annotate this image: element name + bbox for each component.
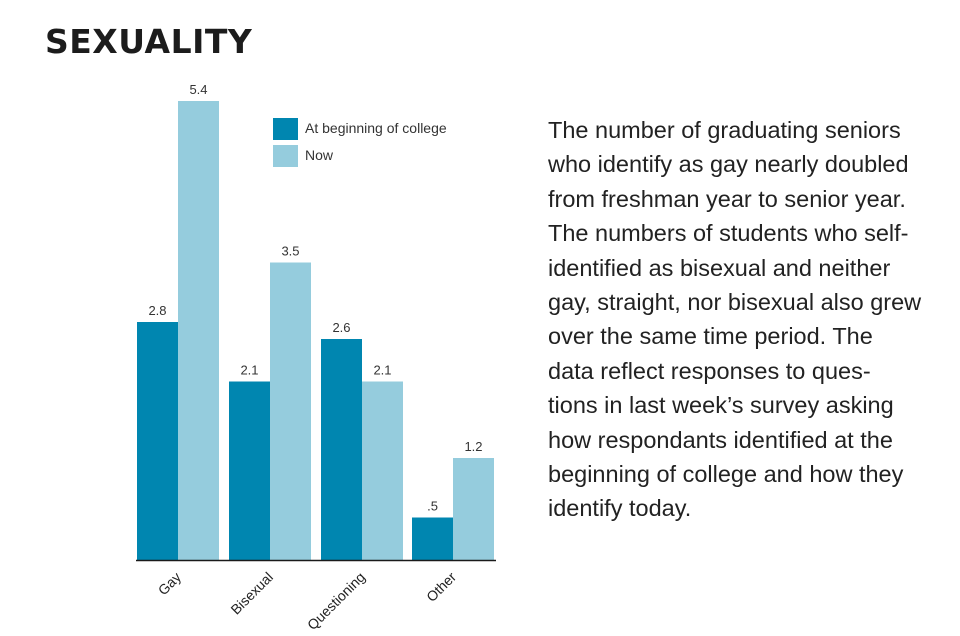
bar-questioning-beginning: [321, 339, 362, 560]
legend-swatch: [273, 145, 298, 167]
category-label: Questioning: [304, 569, 368, 633]
description-line: beginning of college and how they: [548, 461, 904, 488]
bar-value-label: 2.1: [240, 363, 258, 378]
bar-chart: 2.8 2.1 2.6 .5 5.4 3.5 2.1 1.2 Gay Bisexual Questi…: [136, 82, 496, 633]
description-line: tions in last week’s survey asking: [548, 392, 894, 419]
bar-other-now: [453, 458, 494, 560]
bar-gay-now: [178, 101, 219, 560]
bar-other-beginning: [412, 517, 453, 560]
bar-value-label: 2.6: [332, 320, 350, 335]
bar-gay-beginning: [137, 322, 178, 560]
bar-questioning-now: [362, 381, 403, 560]
category-label: Gay: [155, 569, 184, 598]
chart-title: SEXUALITY: [45, 22, 253, 61]
bar-bisexual-beginning: [229, 381, 270, 560]
description-line: how respondants identified at the: [548, 426, 893, 453]
description-line: identified as bisexual and neither: [548, 254, 891, 281]
description-line: identify today.: [548, 495, 692, 522]
bar-value-label: 2.1: [373, 363, 391, 378]
description-line: over the same time period. The: [548, 323, 873, 350]
description-line: The numbers of students who self-: [548, 220, 909, 247]
legend-label: Now: [305, 147, 334, 163]
bar-value-label: 3.5: [281, 244, 299, 259]
bar-value-label: 5.4: [189, 82, 207, 97]
bar-value-label: .5: [427, 499, 438, 514]
description-text: The number of graduating seniors who ide…: [548, 113, 928, 526]
description-line: The number of graduating seniors: [548, 117, 901, 143]
description-line: who identify as gay nearly doubled: [548, 151, 909, 178]
description-line: from freshman year to senior year.: [548, 185, 906, 212]
description-line: data reflect responses to ques-: [548, 357, 871, 384]
category-label: Other: [423, 569, 459, 605]
bar-value-label: 1.2: [464, 439, 482, 454]
bar-bisexual-now: [270, 262, 311, 560]
description-line: gay, straight, nor bisexual also grew: [548, 289, 922, 316]
legend-label: At beginning of college: [305, 120, 447, 136]
category-label: Bisexual: [227, 569, 276, 618]
legend-swatch: [273, 118, 298, 140]
bar-value-label: 2.8: [148, 303, 166, 318]
